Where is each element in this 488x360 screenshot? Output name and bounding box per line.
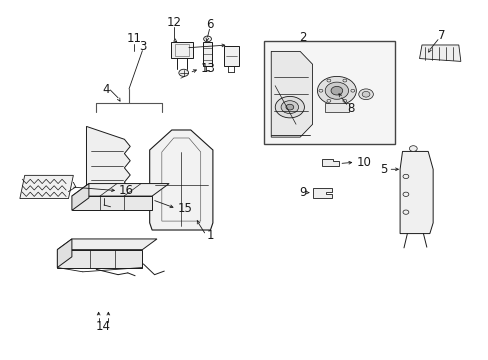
Circle shape [330, 86, 342, 95]
Text: 11: 11 [126, 32, 142, 45]
Text: 16: 16 [119, 184, 134, 197]
Bar [224, 46, 238, 66]
Bar [203, 42, 211, 66]
Polygon shape [312, 188, 331, 198]
Polygon shape [149, 130, 212, 230]
Circle shape [275, 96, 304, 118]
Polygon shape [57, 249, 142, 267]
Text: 2: 2 [299, 31, 306, 44]
Text: 5: 5 [379, 163, 386, 176]
Circle shape [281, 101, 298, 113]
Text: 14: 14 [96, 320, 111, 333]
Polygon shape [86, 126, 130, 198]
Text: 9: 9 [299, 186, 306, 199]
Text: 8: 8 [346, 102, 353, 115]
Circle shape [203, 36, 211, 42]
Text: 1: 1 [206, 229, 214, 242]
Polygon shape [271, 51, 312, 137]
Text: 12: 12 [166, 16, 182, 29]
Circle shape [317, 76, 356, 105]
Polygon shape [72, 184, 89, 210]
Text: 15: 15 [177, 202, 192, 215]
Polygon shape [20, 175, 73, 199]
Polygon shape [72, 184, 169, 196]
Polygon shape [72, 196, 152, 210]
Circle shape [358, 89, 372, 100]
Polygon shape [419, 45, 460, 62]
Circle shape [362, 91, 369, 97]
Text: 13: 13 [201, 62, 215, 75]
Text: 4: 4 [102, 84, 109, 96]
Circle shape [325, 82, 348, 99]
Circle shape [285, 104, 293, 110]
Bar [264, 41, 394, 144]
Polygon shape [171, 41, 193, 58]
Polygon shape [57, 239, 72, 267]
Text: 6: 6 [205, 18, 213, 31]
Circle shape [179, 69, 188, 76]
Polygon shape [322, 158, 339, 166]
Polygon shape [399, 152, 432, 234]
Text: 3: 3 [139, 40, 146, 53]
Bar [324, 103, 348, 112]
Circle shape [408, 146, 416, 152]
Text: 7: 7 [437, 29, 444, 42]
Text: 10: 10 [356, 156, 370, 168]
Polygon shape [57, 239, 157, 249]
